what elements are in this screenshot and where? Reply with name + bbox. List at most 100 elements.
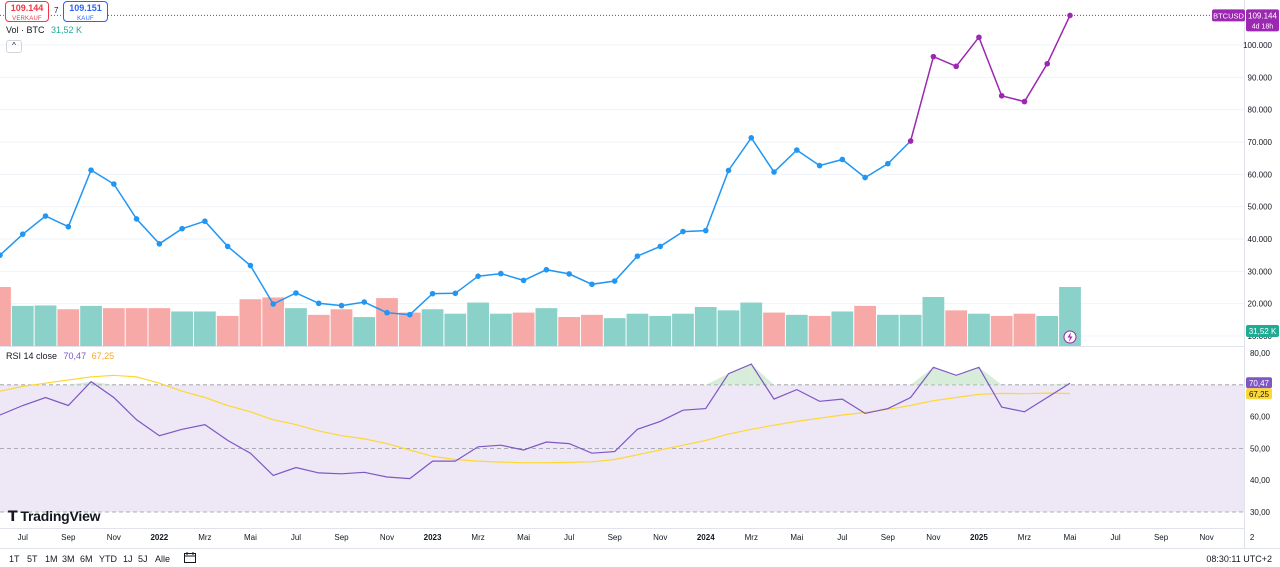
rsi-line xyxy=(0,363,1071,480)
time-axis-label: Mai xyxy=(1064,533,1077,542)
time-axis-label: Mrz xyxy=(471,533,484,542)
range-1y-button[interactable]: 1J xyxy=(123,554,133,564)
calendar-range-icon[interactable] xyxy=(184,552,196,563)
buy-price-button[interactable]: 109.151 KAUF xyxy=(63,1,108,22)
volume-bar xyxy=(148,308,171,346)
volume-bar xyxy=(125,308,148,346)
price-point xyxy=(384,309,390,316)
price-point xyxy=(657,243,664,250)
rsi-pane xyxy=(0,363,1244,513)
volume-bar xyxy=(945,310,968,346)
volume-bar xyxy=(876,314,899,346)
volume-bar xyxy=(808,315,831,346)
price-point xyxy=(1021,98,1028,105)
price-point xyxy=(862,174,868,181)
volume-bar xyxy=(694,307,717,346)
time-axis-label: 2022 xyxy=(150,533,168,542)
price-axis: 100.000 90.000 80.000 70.000 60.000 50.000 40.… xyxy=(1243,41,1272,341)
volume-bar xyxy=(489,313,512,346)
volume-bar xyxy=(512,312,535,346)
buy-price: 109.151 xyxy=(69,3,102,13)
volume-bar xyxy=(11,305,34,346)
range-5y-button[interactable]: 5J xyxy=(138,554,148,564)
collapse-legend-button[interactable]: ^ xyxy=(6,40,22,53)
time-axis-label: Nov xyxy=(380,533,394,542)
tradingview-logo[interactable]: 𝗧 TradingView xyxy=(8,508,101,525)
volume-bar xyxy=(968,313,990,346)
range-ytd-button[interactable]: YTD xyxy=(99,554,117,564)
volume-bar xyxy=(467,302,489,346)
price-point xyxy=(224,243,231,250)
range-1d-button[interactable]: 1T xyxy=(9,554,20,564)
volume-bar xyxy=(57,309,80,346)
range-3m-button[interactable]: 3M xyxy=(62,554,75,564)
time-axis-label: Jul xyxy=(564,533,574,542)
volume-bar xyxy=(558,317,581,346)
time-axis-label: Sep xyxy=(608,533,623,542)
volume-bar xyxy=(763,312,785,346)
price-point xyxy=(0,252,3,258)
volume-bar xyxy=(285,308,307,346)
volume-bar xyxy=(922,297,945,346)
time-axis-label: Mrz xyxy=(1018,533,1031,542)
price-line xyxy=(0,14,1244,316)
price-axis-label: 30.000 xyxy=(1248,267,1273,276)
time-axis-label: Sep xyxy=(334,533,349,542)
price-point xyxy=(885,160,891,167)
chart-canvas[interactable]: 100.000 90.000 80.000 70.000 60.000 50.000 40.… xyxy=(0,0,1280,548)
clock[interactable]: 08:30:11 UTC+2 xyxy=(1206,554,1272,564)
volume-bar xyxy=(854,305,876,346)
range-1m-button[interactable]: 1M xyxy=(45,554,58,564)
time-axis-label: Mrz xyxy=(198,533,211,542)
volume-legend-label: Vol · BTC xyxy=(6,25,45,35)
time-axis-label: Jul xyxy=(18,533,28,542)
price-point xyxy=(907,138,914,144)
price-line-main xyxy=(0,136,912,316)
price-point xyxy=(1044,60,1051,67)
price-point xyxy=(953,63,959,70)
volume-legend[interactable]: Vol · BTC 31,52 K xyxy=(6,25,82,35)
price-point xyxy=(42,213,49,219)
volume-bar xyxy=(421,309,444,346)
volume-bar xyxy=(649,315,672,346)
volume-bar xyxy=(899,314,922,346)
price-point xyxy=(816,162,823,169)
time-axis-label: Jul xyxy=(291,533,301,542)
price-point xyxy=(748,134,755,141)
price-point xyxy=(179,225,185,232)
rsi-legend[interactable]: RSI 14 close 70,47 67,25 xyxy=(6,351,114,361)
price-axis-label: 50.000 xyxy=(1248,203,1273,212)
rsi-overbought-fill xyxy=(910,367,934,385)
volume-bar xyxy=(80,305,102,346)
range-all-button[interactable]: Alle xyxy=(155,554,171,564)
price-point xyxy=(611,278,618,284)
rsi-axis-label: 80,00 xyxy=(1250,349,1271,358)
rsi-axis-label: 50,00 xyxy=(1250,444,1271,453)
volume-bar xyxy=(1036,315,1059,346)
volume-bar xyxy=(785,314,808,346)
volume-bar xyxy=(831,311,854,346)
price-point xyxy=(156,241,163,247)
rsi-axis-label: 60,00 xyxy=(1250,413,1271,422)
time-axis-label: Jul xyxy=(1110,533,1120,542)
rsi-tag-label: 70,47 xyxy=(1249,379,1270,388)
time-axis-label: Mrz xyxy=(745,533,758,542)
price-points xyxy=(0,12,1073,318)
grid-lines xyxy=(0,44,1244,337)
time-axis-label: Mai xyxy=(244,533,257,542)
volume-bar xyxy=(307,314,330,346)
sell-label: VERKAUF xyxy=(12,16,42,22)
range-6m-button[interactable]: 6M xyxy=(80,554,93,564)
panel-separator xyxy=(0,0,1245,548)
sell-price-button[interactable]: 109.144 VERKAUF xyxy=(5,1,49,22)
lightning-icon-glyph xyxy=(1067,332,1073,342)
volume-bar xyxy=(239,299,262,346)
price-point xyxy=(19,231,26,237)
price-point xyxy=(88,167,94,173)
time-axis-label: 2023 xyxy=(424,533,442,542)
time-axis-label: Sep xyxy=(881,533,896,542)
symbol-tag-label: BTCUSD xyxy=(1213,11,1244,20)
time-axis-label: Sep xyxy=(61,533,76,542)
range-5d-button[interactable]: 5T xyxy=(27,554,38,564)
bottom-toolbar: 1T 5T 1M 3M 6M YTD 1J 5J Alle 08:30:11 U… xyxy=(0,548,1280,567)
